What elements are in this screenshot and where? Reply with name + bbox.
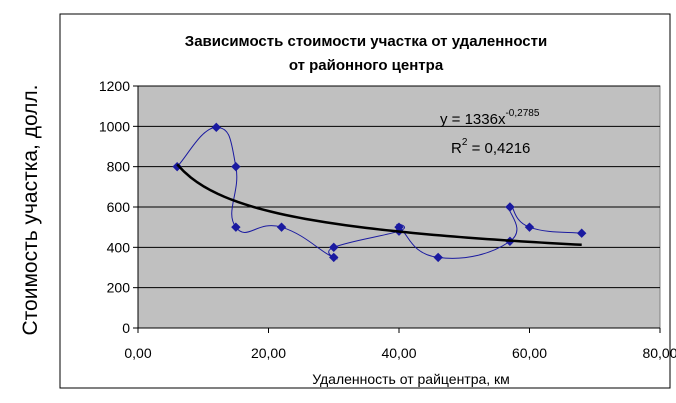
data-point-6 [329, 242, 339, 253]
chart-title-line-1: Зависимость стоимости участка от удаленн… [185, 33, 547, 50]
data-series [172, 122, 587, 263]
r-squared-exponent: 2 [462, 137, 468, 148]
y-tick-label-1000: 1000 [99, 118, 130, 134]
data-point-1 [211, 122, 222, 133]
y-tick-label-400: 400 [107, 239, 131, 255]
r-squared-prefix: R [451, 140, 462, 157]
data-point-11 [505, 202, 515, 212]
chart-title-line-2: от районного центра [289, 57, 444, 74]
y-axis-label: Стоимость участка, долл. [19, 84, 42, 335]
trendline-curve [176, 163, 582, 247]
gridlines [138, 85, 660, 289]
y-axis-ticks: 0 200 400 600 800 1000 1200 [99, 78, 138, 336]
y-tick-label-600: 600 [107, 199, 131, 215]
x-axis-label: Удаленность от райцентра, км [312, 371, 510, 387]
x-tick-label-60: 60,00 [512, 345, 547, 361]
trendline [176, 163, 582, 247]
x-axis-ticks: 0,00 20,00 40,00 60,00 80,00 [124, 328, 676, 361]
data-point-4 [276, 222, 287, 232]
y-tick-label-1200: 1200 [99, 78, 130, 94]
trendline-equation-exponent: -0,2785 [505, 108, 539, 119]
trendline-equation: y = 1336x-0,2785 [440, 108, 540, 128]
data-point-12 [524, 222, 535, 232]
trendline-r-squared: R2 = 0,4216 [451, 137, 530, 157]
data-point-13 [576, 228, 587, 238]
trendline-equation-base: y = 1336x [440, 111, 506, 128]
x-tick-label-80: 80,00 [642, 345, 676, 361]
data-point-9 [433, 252, 443, 263]
x-tick-label-40: 40,00 [381, 345, 416, 361]
data-point-2 [231, 161, 241, 172]
y-tick-label-800: 800 [107, 159, 131, 175]
data-point-0 [172, 161, 182, 172]
r-squared-value: = 0,4216 [467, 140, 530, 157]
data-point-3 [231, 222, 241, 232]
y-tick-label-200: 200 [107, 280, 131, 296]
y-tick-label-0: 0 [122, 320, 130, 336]
x-tick-label-20: 20,00 [251, 345, 286, 361]
x-tick-label-0: 0,00 [124, 345, 151, 361]
data-point-5 [329, 252, 339, 263]
